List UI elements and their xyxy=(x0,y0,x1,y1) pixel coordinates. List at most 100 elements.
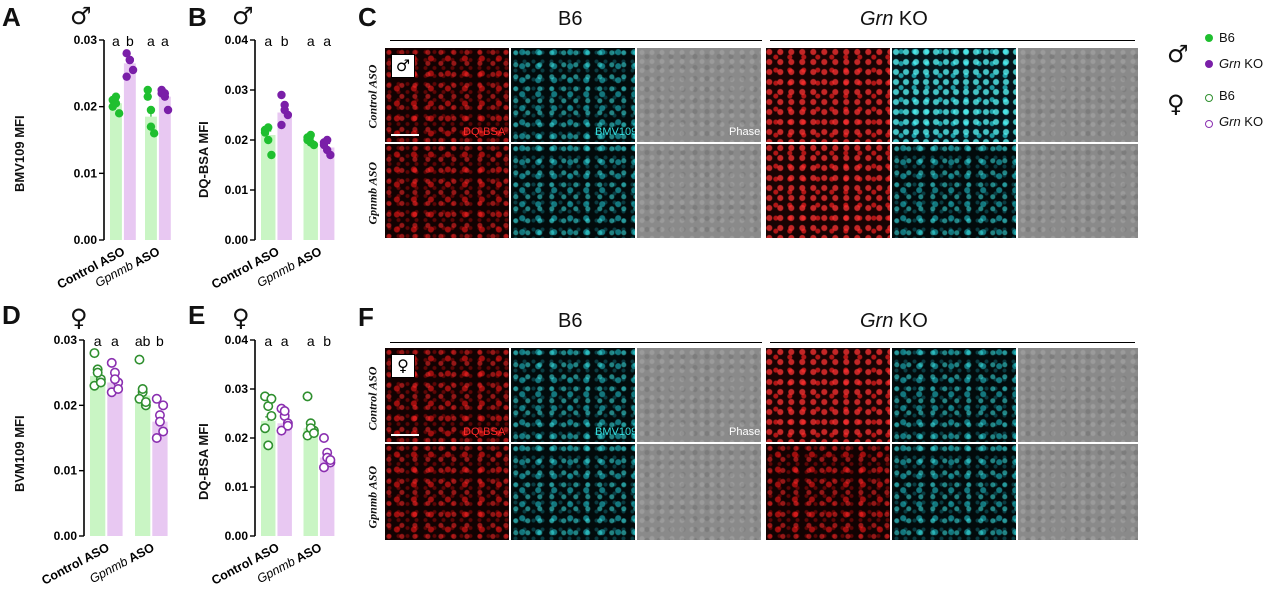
legend: ♂ ♀ B6 Grn KO B6 Grn KO xyxy=(1157,28,1280,138)
image-grn-control-dq xyxy=(766,48,890,142)
y-tick-label: 0.03 xyxy=(54,333,78,347)
panel-letter-a: A xyxy=(2,2,21,32)
bar xyxy=(277,423,292,536)
row-label-gpnmb-italic: Gpnmb xyxy=(365,491,380,529)
data-point xyxy=(128,65,138,75)
image-grn-control-phase xyxy=(1018,348,1138,442)
micrograph-panel-c: B6 Grn KO Control ASO Gpnmb ASO ♂ DQ-BSA… xyxy=(360,0,1150,240)
bar xyxy=(152,421,168,536)
bar xyxy=(319,457,335,536)
chart-a: 0.00 0.01 0.02 0.03 a b Control ASO a a Gpnmb ASO xyxy=(28,30,178,300)
label-bmv109: BMV109 xyxy=(595,426,635,438)
y-axis-label-a: BMV109 MFI xyxy=(12,115,27,192)
y-tick-label: 0.00 xyxy=(54,529,78,543)
image-grn-gpnmb-phase xyxy=(1018,144,1138,238)
legend-marker-b6-female xyxy=(1205,94,1213,102)
bar xyxy=(123,63,136,241)
scale-bar xyxy=(391,134,419,136)
data-point xyxy=(122,49,131,58)
data-point xyxy=(111,99,121,108)
legend-label-b6: B6 xyxy=(1219,88,1235,103)
legend-label-grn: Grn KO xyxy=(1219,114,1263,129)
bar xyxy=(261,135,276,240)
row-label-control: Control ASO xyxy=(365,366,380,431)
legend-male-symbol: ♂ xyxy=(1167,40,1189,68)
row-label-gpnmb: Gpnmb ASO xyxy=(366,155,381,225)
data-point xyxy=(114,109,124,118)
significance-letter: a xyxy=(307,33,315,49)
header-grn-ko: Grn KO xyxy=(860,310,928,333)
data-point xyxy=(277,120,286,130)
significance-letter: b xyxy=(323,333,331,349)
data-point xyxy=(134,354,145,365)
data-point xyxy=(143,85,152,95)
y-tick-label: 0.02 xyxy=(74,100,98,114)
legend-grn-rest: KO xyxy=(1240,114,1264,129)
male-symbol-box: ♂ xyxy=(391,54,415,78)
x-tick-label-rest: ASO xyxy=(124,540,157,567)
panel-letter-e: E xyxy=(188,300,206,330)
image-grn-control-bmv xyxy=(892,48,1016,142)
data-point xyxy=(158,426,169,437)
legend-grn-italic: Grn xyxy=(1219,56,1241,71)
y-tick-label: 0.03 xyxy=(225,382,249,396)
header-b6: B6 xyxy=(558,310,583,332)
data-point xyxy=(92,367,103,378)
image-grn-gpnmb-dq xyxy=(766,144,890,238)
legend-marker-b6-male xyxy=(1205,34,1213,42)
header-rule-grn xyxy=(770,40,1135,41)
bar xyxy=(145,116,157,240)
header-grn-ko: Grn KO xyxy=(860,8,928,31)
data-point xyxy=(151,393,162,404)
data-point xyxy=(154,416,165,427)
data-point xyxy=(266,393,277,404)
image-grn-gpnmb-dq xyxy=(766,444,890,540)
header-grn-rest: KO xyxy=(893,310,928,332)
header-grn-rest: KO xyxy=(893,8,928,30)
header-rule-grn xyxy=(770,342,1135,343)
image-grn-gpnmb-bmv xyxy=(892,444,1016,540)
panel-letter-d: D xyxy=(2,300,21,330)
bar xyxy=(277,112,292,240)
data-point xyxy=(325,455,336,466)
data-point xyxy=(302,391,313,402)
row-label-gpnmb-italic: Gpnmb xyxy=(365,187,380,225)
significance-letter: a xyxy=(111,333,119,349)
y-tick-label: 0.02 xyxy=(225,133,249,147)
bar xyxy=(90,375,106,536)
legend-label-b6: B6 xyxy=(1219,30,1235,45)
data-point xyxy=(125,55,135,65)
data-point xyxy=(106,357,117,368)
legend-marker-grn-male xyxy=(1205,60,1213,68)
y-tick-label: 0.01 xyxy=(225,183,249,197)
data-point xyxy=(263,440,274,451)
data-point xyxy=(322,135,332,145)
scale-bar xyxy=(391,434,419,436)
row-label-control: Control ASO xyxy=(365,64,380,129)
significance-letter: a xyxy=(112,33,120,49)
bar xyxy=(319,147,335,240)
data-point xyxy=(264,135,273,145)
data-point xyxy=(309,140,319,150)
row-label-gpnmb-rest: ASO xyxy=(365,465,380,492)
chart-b: 0.00 0.01 0.02 0.03 0.04 a b Control ASO a a Gpnmb… xyxy=(205,30,355,300)
female-symbol: ♀ xyxy=(232,304,250,332)
image-b6-gpnmb-bmv xyxy=(511,444,635,540)
data-point xyxy=(89,348,100,359)
bar xyxy=(303,142,318,240)
significance-letter: a xyxy=(323,33,331,49)
male-symbol: ♂ xyxy=(232,2,254,30)
data-point xyxy=(143,92,152,101)
bar xyxy=(261,420,276,536)
y-tick-label: 0.02 xyxy=(225,431,249,445)
data-point xyxy=(318,462,329,473)
significance-letter: a xyxy=(161,33,169,49)
significance-letter: a xyxy=(147,33,155,49)
bar xyxy=(303,428,318,536)
data-point xyxy=(109,374,120,385)
data-point xyxy=(264,123,273,132)
legend-label-grn: Grn KO xyxy=(1219,56,1263,71)
